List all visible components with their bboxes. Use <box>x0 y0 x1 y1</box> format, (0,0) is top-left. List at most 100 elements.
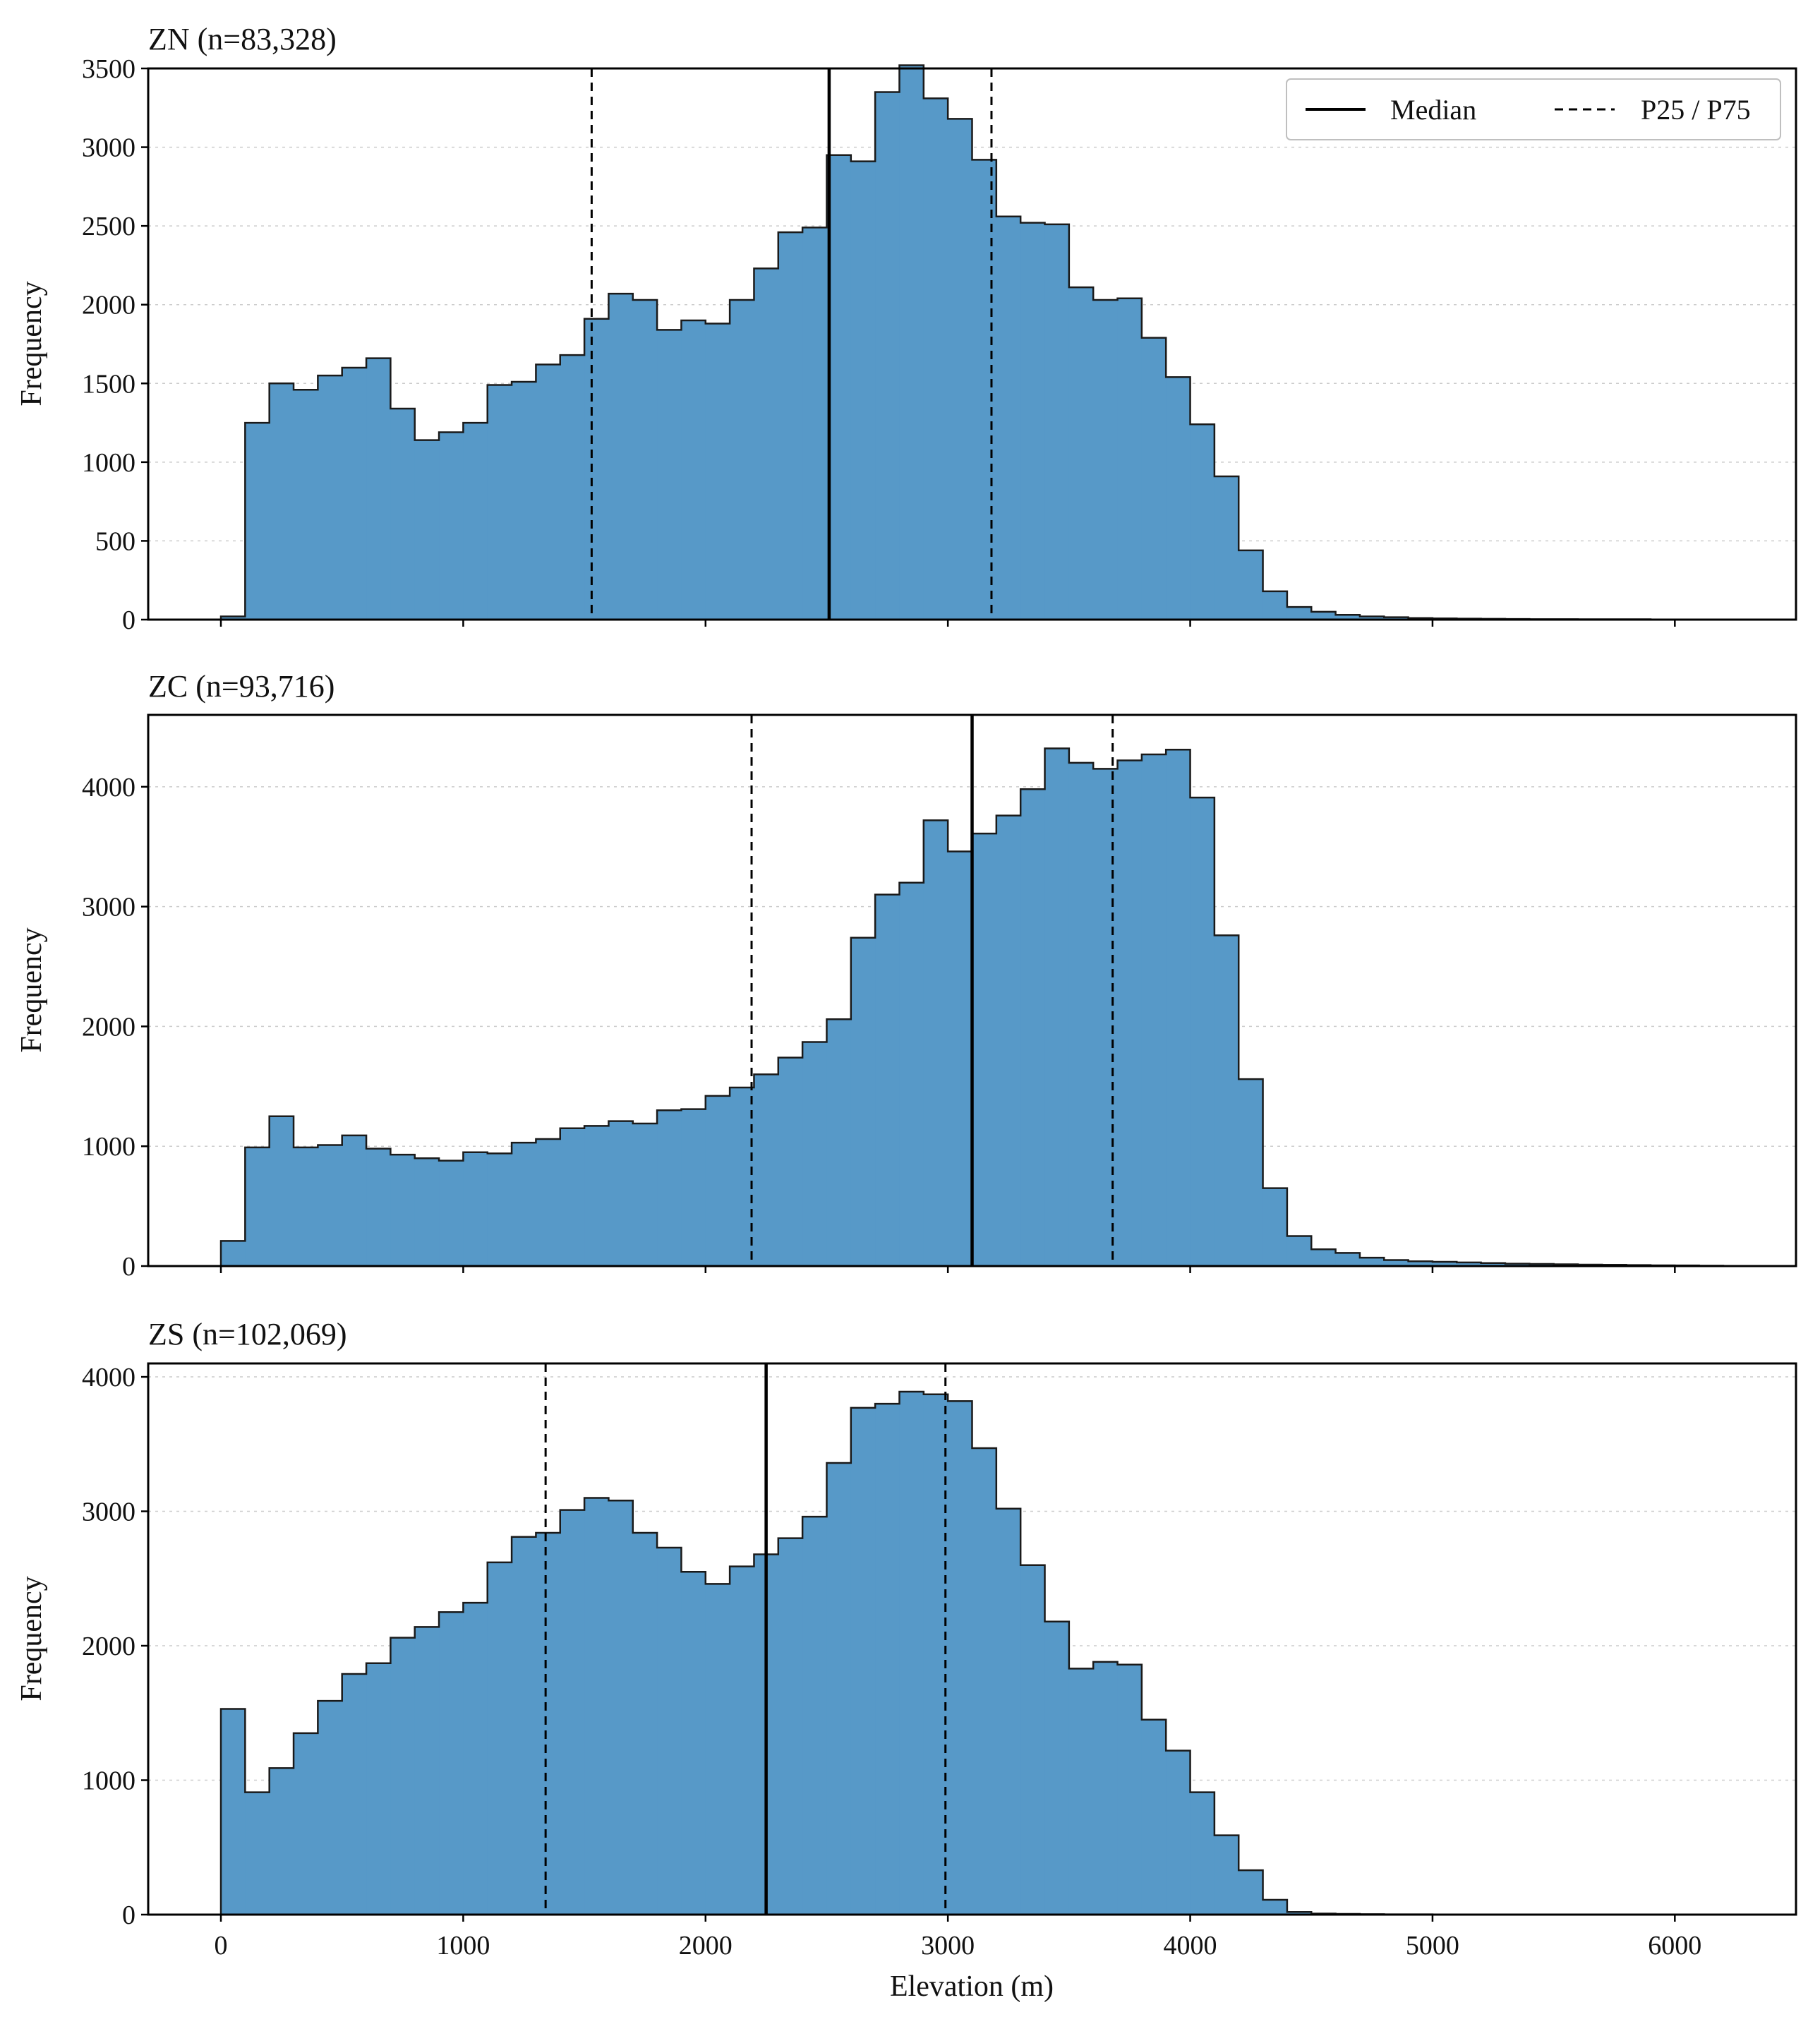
legend-box <box>1286 78 1781 140</box>
panel-zc-bar <box>972 833 997 1266</box>
panel-zs-bar <box>972 1448 997 1915</box>
panel-zc-bar <box>657 1110 682 1266</box>
panel-zs-bar <box>608 1500 634 1915</box>
panel-zs-bar <box>875 1404 900 1915</box>
panel-zs-ytick-label: 2000 <box>82 1632 135 1661</box>
panel-zs-ylabel: Frequency <box>16 1576 48 1701</box>
panel-zn-bar <box>608 294 634 620</box>
panel-zc-bar <box>269 1116 294 1266</box>
panel-zs-bar <box>536 1533 561 1915</box>
panel-zs-ytick-label: 1000 <box>82 1766 135 1796</box>
panel-zn-ytick-label: 500 <box>95 526 135 556</box>
panel-zc-title: ZC (n=93,716) <box>148 669 335 704</box>
panel-zn-bar <box>342 367 367 620</box>
panel-zn-bar <box>730 300 755 620</box>
panel-zc-bar <box>414 1158 440 1266</box>
panel-zs-xtick-label: 2000 <box>679 1931 733 1960</box>
panel-zc-bar <box>390 1155 416 1266</box>
panel-zc-bar <box>1190 797 1215 1266</box>
panel-zs-bar <box>1166 1750 1191 1915</box>
panel-zn-ytick-label: 3500 <box>82 54 135 84</box>
panel-zn-bar <box>657 330 682 620</box>
panel-zc-bar <box>1529 1263 1555 1266</box>
panel-zn-bar <box>1190 424 1215 620</box>
panel-zc-bar <box>1311 1249 1337 1266</box>
panel-zn-bar <box>972 159 997 620</box>
panel-zs-bar <box>1262 1900 1288 1915</box>
panel-zn-bar <box>1020 222 1046 620</box>
panel-zc-bar <box>632 1123 658 1266</box>
panel-zs-bar <box>221 1709 246 1915</box>
panel-zc-bar <box>1020 789 1046 1266</box>
panel-zs-bar <box>366 1663 391 1915</box>
panel-zc-bar <box>1384 1260 1409 1266</box>
panel-zc-bar <box>1117 760 1143 1266</box>
panel-zc-bar <box>512 1143 537 1266</box>
panel-zn-yticks: 0 500 1000 1500 2000 2500 3000 3500 <box>82 54 148 635</box>
panel-zn-bar <box>1286 607 1312 620</box>
panel-zc-bar <box>1093 769 1119 1266</box>
panel-zn-bar <box>245 423 270 620</box>
panel-zn-bar <box>1262 591 1288 620</box>
panel-zs-bar <box>390 1637 416 1915</box>
panel-zc-bar <box>1457 1262 1482 1266</box>
panel-zc-lines <box>750 715 1114 1266</box>
panel-zc-bar <box>536 1139 561 1266</box>
panel-zc-bar <box>1166 749 1191 1266</box>
panel-zn-title: ZN (n=83,328) <box>148 22 337 56</box>
panel-zs-bar <box>899 1392 924 1915</box>
panel-zc-bar <box>1481 1263 1506 1266</box>
panel-zs-xticks: 0 1000 2000 3000 4000 5000 6000 <box>215 1915 1701 1960</box>
panel-zn-bar <box>487 385 512 620</box>
panel-zs-yticks: 0 1000 2000 3000 4000 <box>82 1363 148 1930</box>
panel-zs-bar <box>463 1603 488 1915</box>
panel-zc-bar <box>294 1147 318 1266</box>
panel-zc-bar <box>560 1128 585 1266</box>
panel-zc-bar <box>875 894 900 1266</box>
panel-zs-bar <box>487 1562 512 1915</box>
panel-zc-bar <box>463 1152 488 1266</box>
panel-zc-ytick-label: 3000 <box>82 893 135 922</box>
panel-zc-bar <box>584 1126 610 1266</box>
panel-zc-ytick-label: 1000 <box>82 1132 135 1162</box>
panel-zn-bar <box>1239 550 1264 620</box>
panel-zn-bar <box>294 390 318 620</box>
panel-zc-bar <box>1505 1263 1530 1266</box>
panel-zc-bar <box>366 1148 391 1266</box>
legend-median-label: Median <box>1390 94 1476 126</box>
panel-zn-histogram-outline <box>219 64 1725 621</box>
panel-zs-bar <box>560 1510 585 1915</box>
panel-zn-bar <box>1311 611 1337 620</box>
panel-zs-bar <box>705 1584 730 1915</box>
panel-zn-bar <box>875 92 900 620</box>
panel-zc-bar <box>923 820 948 1266</box>
panel-zn-bar <box>754 268 779 620</box>
panel-zn-ytick-label: 2500 <box>82 212 135 241</box>
panel-zn-bar <box>512 382 537 620</box>
panel-zc-bar <box>778 1057 803 1266</box>
panel-zs-bar <box>269 1768 294 1915</box>
panel-zn-frame <box>147 67 1797 621</box>
panel-zs-title: ZS (n=102,069) <box>148 1317 346 1351</box>
panel-zs-bar <box>318 1701 343 1915</box>
panel-zc-bar <box>1239 1079 1264 1266</box>
panel-zn-bar <box>584 318 610 620</box>
panel-zn-bar <box>318 375 343 620</box>
panel-zn-ytick-label: 0 <box>122 606 135 635</box>
panel-zs-bar <box>1190 1792 1215 1915</box>
panel-zc-bar <box>1335 1253 1361 1266</box>
panel-zn-bar <box>802 227 828 620</box>
panel-zs-bar <box>1214 1835 1239 1915</box>
panel-zc-bar <box>802 1042 828 1266</box>
panel-zc-ylabel: Frequency <box>16 927 48 1052</box>
panel-zs-bar <box>584 1498 610 1915</box>
panel-zc-bar <box>899 882 924 1266</box>
panel-zc-ytick-label: 2000 <box>82 1012 135 1042</box>
panel-zn-bar <box>632 300 658 620</box>
panel-zn-ytick-label: 1000 <box>82 448 135 478</box>
panel-zc-bar <box>681 1109 706 1266</box>
panel-zs-bar <box>1068 1668 1094 1915</box>
legend: Median P25 / P75 <box>1286 78 1781 140</box>
panel-zc-bar <box>487 1153 512 1266</box>
